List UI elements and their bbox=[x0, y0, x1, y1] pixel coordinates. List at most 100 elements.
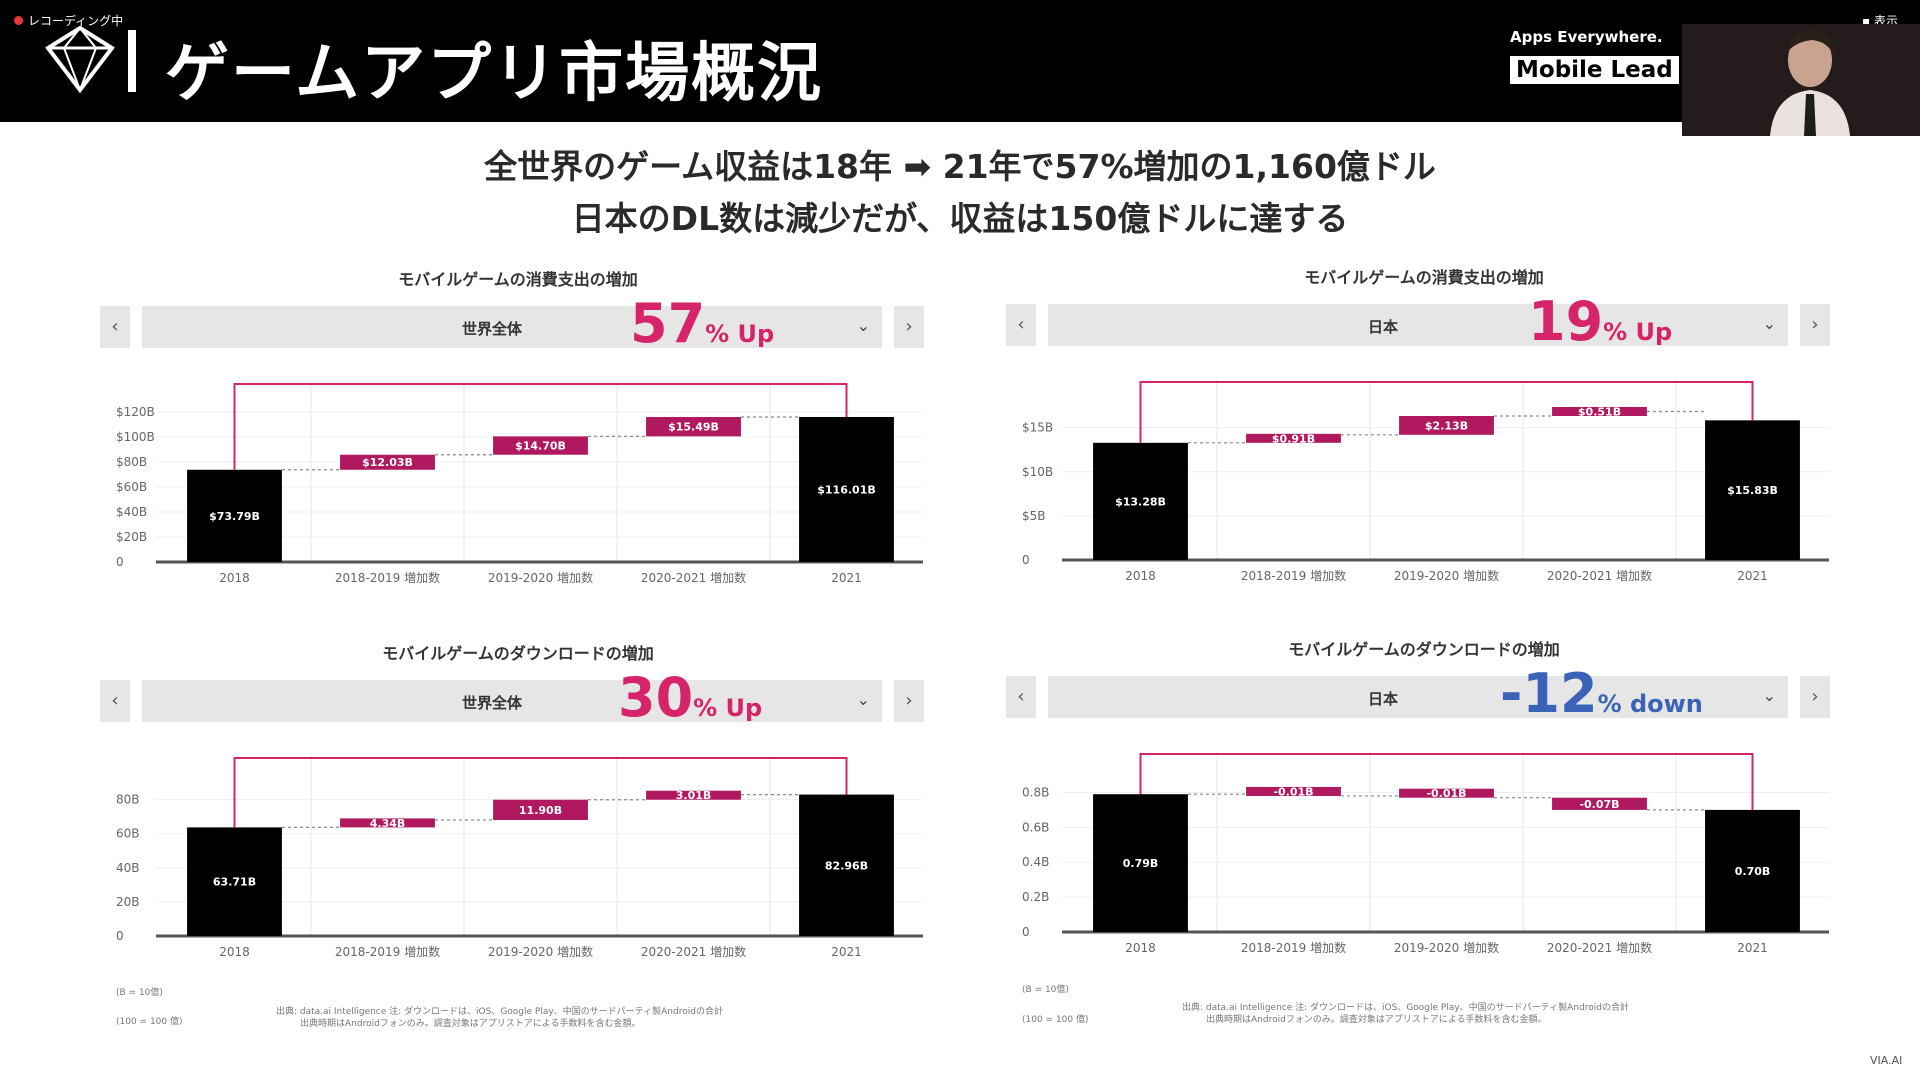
y-tick-label: 0 bbox=[116, 929, 124, 943]
y-tick-label: 0 bbox=[1022, 925, 1030, 939]
waterfall-bar bbox=[1705, 809, 1800, 932]
waterfall-bar bbox=[340, 454, 435, 470]
prev-arrow-button[interactable]: ‹ bbox=[1006, 304, 1036, 346]
data-label: $15.49B bbox=[668, 421, 719, 434]
data-label: $13.28B bbox=[1115, 495, 1166, 508]
growth-stat-unit: % Up bbox=[705, 320, 775, 348]
brand-tagline: Apps Everywhere. bbox=[1510, 28, 1663, 46]
y-tick-label: 20B bbox=[116, 895, 140, 909]
brand-name: Mobile Lead bbox=[1510, 56, 1679, 84]
growth-bracket-line bbox=[233, 757, 848, 828]
y-tick-label: $5B bbox=[1022, 509, 1046, 523]
data-label: 82.96B bbox=[825, 859, 868, 872]
x-tick-label: 2019-2020 増加数 bbox=[488, 570, 593, 585]
growth-stat-unit: % Up bbox=[1603, 318, 1673, 346]
x-tick-label: 2019-2020 増加数 bbox=[1394, 940, 1499, 955]
footnote-unit-1: (B = 10億) bbox=[116, 988, 163, 998]
growth-stat-number: 19 bbox=[1528, 290, 1604, 353]
waterfall-chart: 0 20B 40B 60B 80B 63.71B 2018 4.34B 2018-2019 増加… bbox=[116, 756, 923, 959]
waterfall-bar bbox=[1552, 407, 1647, 416]
panel-title: モバイルゲームのダウンロードの増加 bbox=[1288, 640, 1560, 659]
panel-title: モバイルゲームの消費支出の増加 bbox=[398, 270, 638, 289]
footnote-unit-2: (100 = 100 億) bbox=[116, 1017, 183, 1027]
region-dropdown[interactable]: 日本 ⌄ bbox=[1048, 676, 1788, 718]
data-label: 0.70B bbox=[1735, 865, 1771, 878]
next-arrow-button[interactable]: › bbox=[1800, 304, 1830, 346]
y-tick-label: 0 bbox=[1022, 553, 1030, 567]
y-tick-label: 0 bbox=[116, 555, 124, 569]
chart-panel-global-spend: モバイルゲームの消費支出の増加 ‹ 世界全体 ⌄ › 57% Up 0 $20B $… bbox=[98, 266, 938, 596]
region-dropdown[interactable]: 世界全体 ⌄ bbox=[142, 680, 882, 722]
data-label: $0.91B bbox=[1272, 432, 1315, 445]
data-label: $0.51B bbox=[1578, 406, 1621, 419]
title-divider bbox=[128, 30, 136, 92]
region-dropdown-label: 日本 bbox=[1368, 318, 1399, 336]
presenter-webcam bbox=[1682, 24, 1920, 136]
data-label: 4.34B bbox=[370, 817, 406, 830]
prev-arrow-button[interactable]: ‹ bbox=[1006, 676, 1036, 718]
y-tick-label: 60B bbox=[116, 827, 140, 841]
waterfall-bar bbox=[1399, 416, 1494, 435]
x-tick-label: 2019-2020 増加数 bbox=[1394, 568, 1499, 583]
record-dot-icon bbox=[14, 16, 23, 25]
y-tick-label: $100B bbox=[116, 430, 155, 444]
data-label: 0.79B bbox=[1123, 857, 1159, 870]
prev-arrow-button[interactable]: ‹ bbox=[100, 680, 130, 722]
waterfall-bar bbox=[1093, 442, 1188, 560]
headline-line-1: 全世界のゲーム収益は18年 ➡ 21年で57%増加の1,160億ドル bbox=[484, 147, 1436, 186]
chevron-down-icon: ⌄ bbox=[1762, 686, 1776, 705]
y-tick-label: 0.6B bbox=[1022, 820, 1049, 834]
footnote-unit-1: (B = 10億) bbox=[1022, 985, 1069, 995]
data-label: $116.01B bbox=[817, 483, 876, 496]
waterfall-chart: 0 $20B $40B $60B $80B $100B $120B $73.79B 2018 $1… bbox=[116, 382, 923, 585]
x-tick-label: 2018 bbox=[219, 945, 250, 959]
x-tick-label: 2020-2021 増加数 bbox=[1547, 940, 1652, 955]
growth-stat: 19% Up bbox=[1528, 290, 1672, 353]
y-tick-label: $60B bbox=[116, 480, 147, 494]
chart-panel-global-downloads: モバイルゲームのダウンロードの増加 ‹ 世界全体 ⌄ › 30% Up 0 20B… bbox=[98, 640, 938, 970]
x-tick-label: 2018 bbox=[1125, 569, 1156, 583]
footnote-source: 出典: data.ai Intelligence 注: ダウンロードは、iOS、… bbox=[276, 1007, 723, 1017]
waterfall-chart: 0 $5B $10B $15B $13.28B 2018 $0.91B 2018-2019 増… bbox=[1022, 380, 1829, 583]
x-tick-label: 2018-2019 増加数 bbox=[335, 570, 440, 585]
data-label: -0.01B bbox=[1426, 787, 1466, 800]
region-dropdown-label: 世界全体 bbox=[462, 694, 523, 712]
x-tick-label: 2019-2020 増加数 bbox=[488, 944, 593, 959]
recording-label: レコーディング中 bbox=[28, 14, 124, 28]
page-title: ゲームアプリ市場概況 bbox=[165, 37, 824, 111]
next-arrow-button[interactable]: › bbox=[894, 680, 924, 722]
growth-stat-number: 57 bbox=[630, 292, 706, 355]
chart-panel-japan-downloads: モバイルゲームのダウンロードの増加 ‹ 日本 ⌄ › -12% down 0 0.… bbox=[1004, 636, 1844, 966]
y-tick-label: 0.8B bbox=[1022, 785, 1049, 799]
region-dropdown[interactable]: 世界全体 ⌄ bbox=[142, 306, 882, 348]
waterfall-bar bbox=[799, 794, 894, 936]
prev-arrow-button[interactable]: ‹ bbox=[100, 306, 130, 348]
y-tick-label: 40B bbox=[116, 861, 140, 875]
waterfall-bar bbox=[799, 416, 894, 562]
recording-indicator: レコーディング中 bbox=[14, 12, 123, 29]
growth-stat: 57% Up bbox=[630, 292, 774, 355]
waterfall-bar bbox=[340, 818, 435, 828]
waterfall-bar bbox=[1246, 433, 1341, 443]
waterfall-bar bbox=[1399, 788, 1494, 798]
footnote-source-2: 出典時期はAndroidフォンのみ。調査対象はアプリストアによる手数料を含む金額… bbox=[300, 1019, 641, 1029]
data-label: 63.71B bbox=[213, 876, 256, 889]
data-label: 3.01B bbox=[676, 789, 712, 802]
y-tick-label: $15B bbox=[1022, 421, 1053, 435]
y-tick-label: $80B bbox=[116, 455, 147, 469]
next-arrow-button[interactable]: › bbox=[1800, 676, 1830, 718]
waterfall-bar bbox=[1552, 797, 1647, 810]
region-dropdown[interactable]: 日本 ⌄ bbox=[1048, 304, 1788, 346]
data-label: $14.70B bbox=[515, 440, 566, 453]
waterfall-bar bbox=[493, 436, 588, 455]
next-arrow-button[interactable]: › bbox=[894, 306, 924, 348]
via-credit: VIA.AI bbox=[1870, 1054, 1903, 1067]
y-tick-label: $20B bbox=[116, 530, 147, 544]
footnote-source-2: 出典時期はAndroidフォンのみ。調査対象はアプリストアによる手数料を含む金額… bbox=[1206, 1015, 1547, 1025]
panel-title: モバイルゲームのダウンロードの増加 bbox=[382, 644, 654, 663]
waterfall-bar bbox=[646, 416, 741, 437]
data-label: $12.03B bbox=[362, 456, 413, 469]
data-label: $2.13B bbox=[1425, 419, 1468, 432]
diamond-logo-icon bbox=[45, 25, 115, 94]
growth-stat-number: -12 bbox=[1500, 662, 1598, 725]
